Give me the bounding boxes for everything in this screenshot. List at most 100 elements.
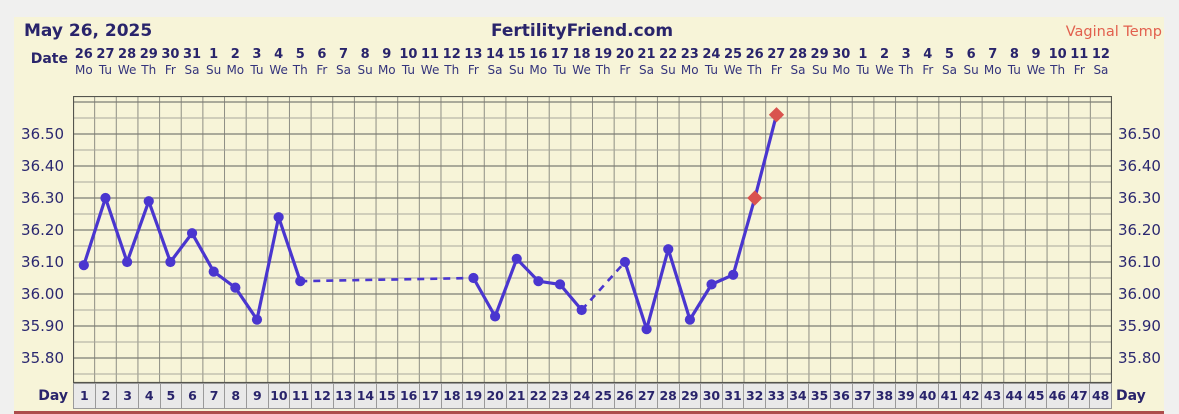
date-cell: 23 (680, 47, 699, 62)
day-cell: 8 (224, 383, 247, 409)
day-cell: 22 (527, 383, 550, 409)
y-tick-label-right: 36.20 (1118, 221, 1161, 239)
date-cell: 16 (529, 47, 548, 62)
date-cell: 20 (615, 47, 634, 62)
temp-point-dot (511, 253, 522, 264)
temp-line-dashed-gap (300, 276, 474, 283)
weekday-cell: Tu (250, 63, 264, 77)
weekday-cell: Th (444, 63, 460, 77)
y-tick-label-left: 36.50 (21, 125, 64, 143)
site-title: FertilityFriend.com (490, 21, 674, 41)
date-cell: 30 (161, 47, 180, 62)
temp-line-segment (623, 260, 649, 331)
day-cell: 4 (137, 383, 161, 409)
weekday-cell: Fr (467, 63, 479, 77)
day-cell: 39 (894, 383, 918, 409)
weekday-cell: Tu (401, 63, 415, 77)
date-cell: 26 (74, 47, 93, 62)
weekday-cell: We (572, 63, 591, 77)
temp-point-dot (619, 256, 631, 268)
temp-point-dot (273, 212, 284, 223)
weekday-cell: Th (292, 63, 308, 77)
weekday-cell: We (1026, 63, 1046, 77)
temp-line-segment (82, 196, 108, 267)
y-tick-label-left: 36.30 (21, 189, 64, 207)
day-cell: 9 (246, 383, 269, 409)
temp-point-dot (295, 276, 306, 287)
weekday-cell: Th (747, 63, 763, 77)
weekday-cell: Tu (856, 63, 870, 77)
temp-line-dashed-gap (580, 261, 626, 311)
weekday-cell: Tu (1007, 63, 1021, 77)
day-cell: 32 (743, 383, 766, 409)
day-cell: 33 (765, 383, 788, 409)
day-cell: 24 (570, 383, 593, 409)
weekday-cell: Th (898, 63, 914, 77)
temp-line-segment (255, 215, 281, 322)
day-cell: 37 (851, 383, 875, 409)
date-cell: 13 (464, 47, 483, 62)
date-cell: 11 (421, 47, 440, 62)
day-cell: 2 (94, 383, 118, 409)
weekday-cell: Sa (638, 63, 654, 77)
day-cell: 31 (721, 383, 745, 409)
temp-point-dot (165, 256, 176, 268)
date-cell: 7 (338, 47, 349, 62)
y-tick-label-left: 36.40 (21, 157, 64, 175)
weekday-cell: Fr (619, 63, 631, 77)
day-cell: 1 (73, 383, 96, 409)
temp-line-segment (731, 196, 757, 277)
weekday-cell: Sa (1093, 63, 1109, 77)
temp-line-segment (125, 199, 151, 264)
weekday-cell: Mo (377, 63, 396, 77)
date-cell: 4 (274, 47, 284, 62)
day-cell: 44 (1002, 383, 1026, 409)
temp-line-segment (190, 231, 216, 274)
temp-line-segment (666, 247, 692, 322)
date-cell: 3 (901, 47, 911, 62)
date-cell: 9 (382, 47, 392, 62)
temp-point-dot (143, 196, 154, 207)
day-cell: 10 (267, 383, 291, 409)
date-cell: 2 (230, 47, 240, 62)
weekday-cell: Fr (922, 63, 934, 77)
date-cell: 30 (832, 47, 851, 62)
day-cell: 11 (289, 383, 312, 409)
y-tick-label-right: 36.30 (1118, 189, 1161, 207)
temp-point-dot (186, 228, 198, 239)
day-cell: 5 (159, 383, 183, 409)
y-tick-label-left: 35.90 (21, 317, 64, 335)
weekday-header-row: Mo Tu We Th Fr Sa Su Mo Tu We Th Fr Sa Su Mo Tu We Th Fr Sa… (73, 63, 1112, 78)
day-cell: 3 (116, 383, 139, 409)
date-cell: 14 (485, 47, 505, 62)
date-cell: 6 (966, 47, 976, 62)
weekday-cell: Mo (983, 63, 1002, 77)
date-cell: 1 (858, 47, 868, 62)
weekday-cell: Sa (487, 63, 503, 77)
day-cell: 7 (202, 383, 226, 409)
day-cell: 17 (419, 383, 442, 409)
weekday-cell: Th (141, 63, 157, 77)
day-cell: 18 (440, 383, 464, 409)
y-tick-label-right: 36.00 (1118, 285, 1161, 303)
day-cell: 14 (354, 383, 377, 409)
day-cell: 26 (613, 383, 637, 409)
temp-point-dot (641, 324, 652, 335)
date-cell: 28 (118, 47, 137, 62)
weekday-cell: We (269, 63, 288, 77)
day-cell: 21 (505, 383, 529, 409)
temp-point-dot (554, 279, 566, 290)
date-cell: 9 (1031, 47, 1041, 62)
weekday-cell: Sa (184, 63, 200, 77)
temp-point-dot (489, 311, 501, 322)
weekday-cell: Sa (790, 63, 806, 77)
y-tick-label-left: 36.00 (21, 285, 64, 303)
temp-line-segment (277, 215, 302, 283)
temp-point-dot (533, 276, 544, 287)
temp-point-dot (663, 244, 674, 255)
day-cell: 47 (1067, 383, 1091, 409)
chart-panel (14, 17, 1164, 414)
day-cell: 15 (375, 383, 399, 409)
date-cell: 26 (745, 47, 764, 62)
day-number-row: 1 2 3 4 5 6 7 8 9 10 11 12 13 14 15 16 17 18 19 20 21 22 23 24 2… (73, 383, 1112, 409)
